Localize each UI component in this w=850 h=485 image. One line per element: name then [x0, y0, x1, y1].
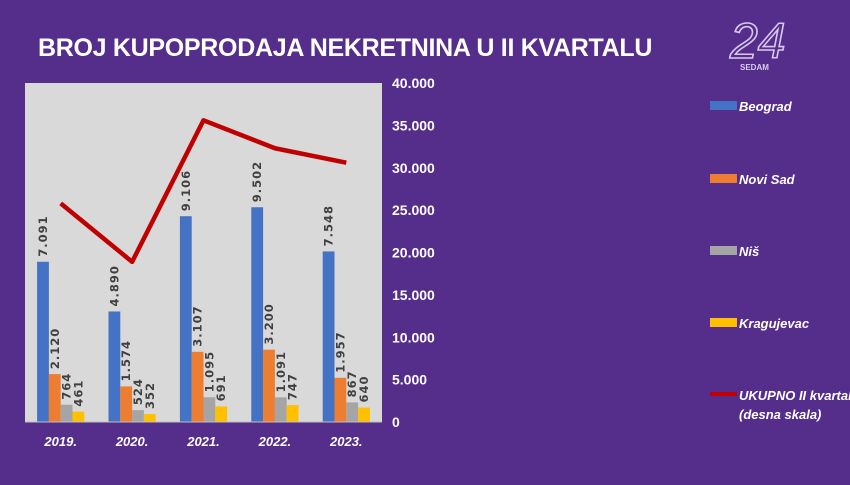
sedam24-logo: 24 SEDAM [728, 14, 786, 72]
data-label: 1.095 [202, 351, 216, 392]
legend-label: Niš [739, 244, 760, 259]
x-tick-label: 2021. [186, 434, 220, 449]
bar-beograd [108, 311, 121, 422]
legend-swatch [710, 318, 737, 327]
data-label: 9.106 [179, 170, 193, 211]
chart-title: BROJ KUPOPRODAJA NEKRETNINA U II KVARTAL… [38, 34, 653, 62]
legend-label: Kragujevac [739, 316, 810, 331]
data-label: 9.502 [250, 161, 264, 202]
right-axis-tick: 5.000 [392, 372, 427, 388]
data-label: 3.107 [191, 305, 205, 346]
data-label: 3.200 [262, 303, 276, 344]
bar-beograd [322, 251, 335, 422]
bar-kragujevac [358, 407, 370, 422]
svg-text:SEDAM: SEDAM [740, 63, 769, 72]
data-label: 7.091 [36, 215, 50, 256]
legend-swatch [710, 174, 737, 183]
x-tick-label: 2019. [43, 434, 77, 449]
data-label: 747 [286, 373, 300, 400]
data-label: 867 [345, 370, 359, 397]
bar-ni- [60, 404, 73, 422]
bar-novi-sad [334, 377, 347, 422]
data-label: 764 [60, 373, 74, 400]
bar-kragujevac [215, 406, 228, 422]
data-label: 461 [71, 380, 85, 407]
bar-beograd [179, 216, 192, 422]
bar-beograd [251, 207, 264, 422]
legend-item: Kragujevac [710, 314, 850, 333]
legend-item: Novi Sad [710, 170, 850, 189]
bar-novi-sad [191, 351, 204, 422]
right-axis-tick: 25.000 [392, 202, 435, 218]
legend-swatch [710, 101, 737, 110]
data-label: 1.091 [274, 351, 288, 392]
legend-swatch [710, 392, 737, 396]
legend-swatch [710, 246, 737, 255]
svg-text:24: 24 [729, 14, 786, 69]
bar-ni- [203, 397, 216, 422]
bar-ni- [274, 397, 287, 422]
data-label: 7.548 [322, 205, 336, 246]
right-axis-tick: 0 [392, 414, 400, 430]
bar-novi-sad [48, 374, 61, 422]
legend-label: UKUPNO II kvartal (desna skala) [739, 388, 850, 422]
legend-item: Niš [710, 242, 850, 261]
bar-kragujevac [72, 411, 85, 422]
right-axis-tick: 40.000 [392, 75, 435, 91]
legend-label: Beograd [739, 99, 792, 114]
x-tick-label: 2020. [115, 434, 149, 449]
right-axis-tick: 35.000 [392, 117, 435, 133]
data-label: 691 [214, 374, 228, 401]
data-label: 524 [131, 378, 145, 405]
data-label: 352 [143, 382, 157, 409]
bar-novi-sad [263, 349, 275, 422]
bar-kragujevac [286, 405, 299, 422]
bar-kragujevac [143, 414, 156, 422]
right-axis-tick: 30.000 [392, 160, 435, 176]
data-label: 1.574 [119, 340, 133, 381]
data-label: 2.120 [48, 328, 62, 369]
right-axis-tick: 10.000 [392, 329, 435, 345]
data-label: 1.957 [333, 331, 347, 372]
data-label: 640 [357, 376, 371, 403]
right-axis-tick: 15.000 [392, 287, 435, 303]
data-label: 4.890 [107, 265, 121, 306]
x-tick-label: 2022. [258, 434, 292, 449]
legend-item: UKUPNO II kvartal (desna skala) [710, 386, 850, 424]
bar-ni- [132, 410, 144, 422]
bar-beograd [37, 261, 49, 422]
legend-label: Novi Sad [739, 172, 795, 187]
legend-item: Beograd [710, 97, 850, 116]
bar-novi-sad [120, 386, 133, 422]
bar-ni- [346, 402, 359, 422]
right-axis-tick: 20.000 [392, 245, 435, 261]
x-tick-label: 2023. [329, 434, 363, 449]
